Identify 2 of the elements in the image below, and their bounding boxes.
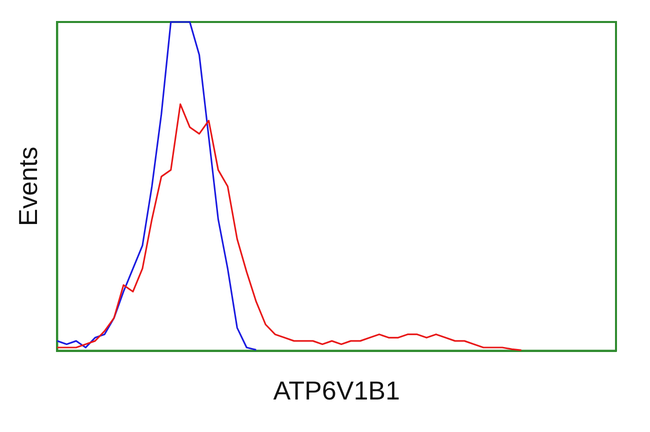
x-axis-title: ATP6V1B1 bbox=[273, 376, 400, 406]
y-axis-title: Events bbox=[12, 146, 43, 226]
